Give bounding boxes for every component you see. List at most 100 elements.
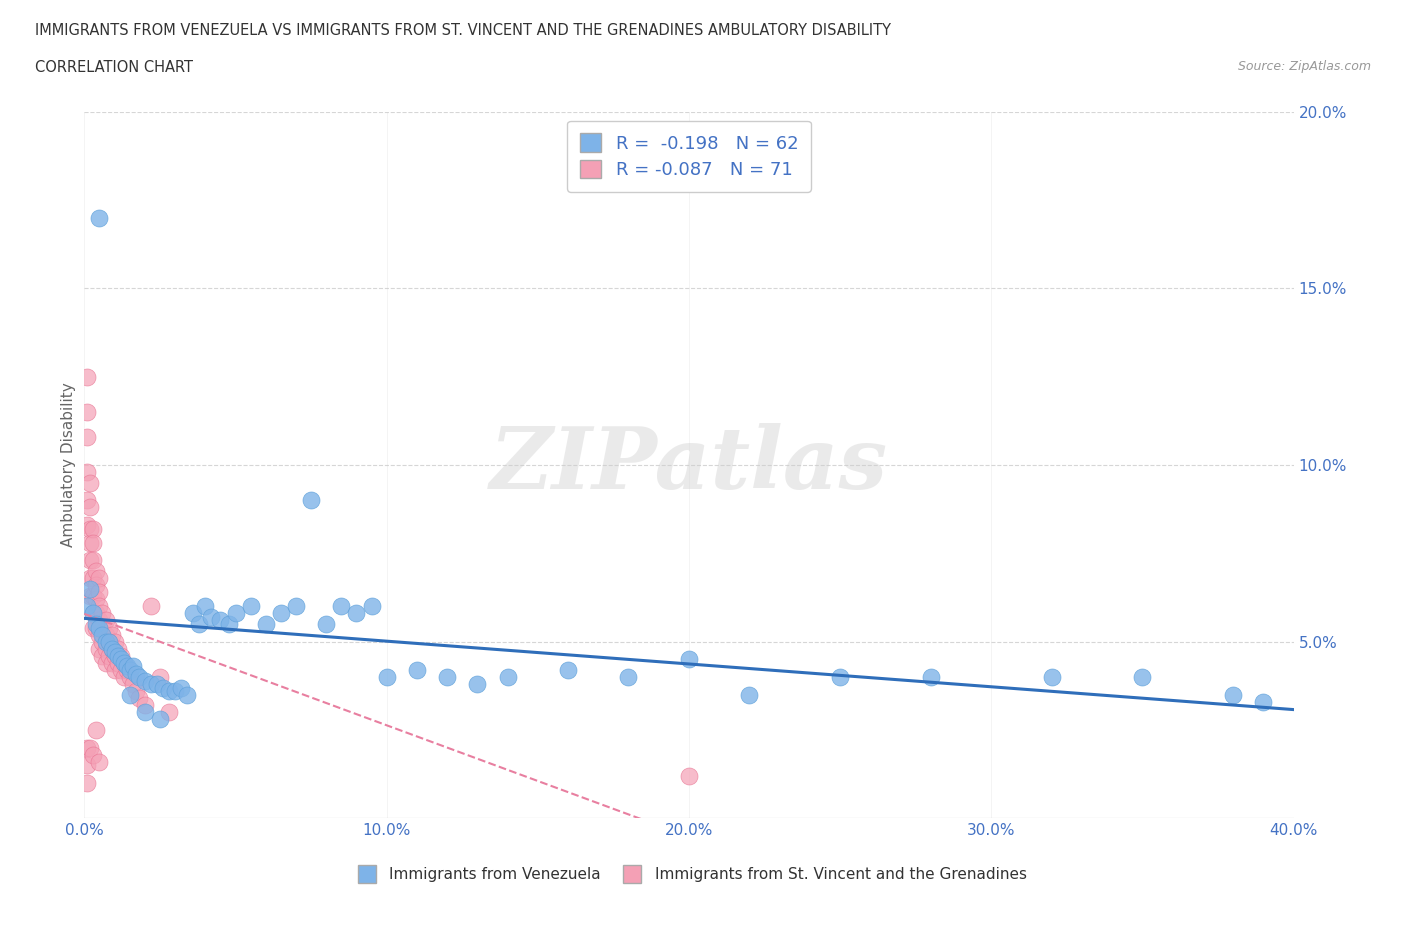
Point [121,677,143,692]
Point [115,659,138,674]
Point [76,776,98,790]
Point [79,581,101,596]
Point [79,500,101,515]
Point [89,585,111,600]
Point [557,662,579,677]
Point [76,740,98,755]
Point [82,748,104,763]
Point [110,662,132,677]
Point [239,599,262,614]
Point [125,666,148,681]
Point [97,648,120,663]
Point [467,677,489,692]
Point [86,564,108,578]
Legend: Immigrants from Venezuela, Immigrants from St. Vincent and the Grenadines: Immigrants from Venezuela, Immigrants fr… [346,861,1032,888]
Point [107,648,129,663]
Point [118,662,141,677]
Point [1251,695,1274,710]
Point [1040,670,1063,684]
Point [76,758,98,773]
Point [738,687,761,702]
Point [76,405,98,419]
Point [176,687,198,702]
Point [79,740,101,755]
Point [82,589,104,604]
Point [104,648,127,663]
Point [134,673,156,688]
Point [139,677,162,692]
Point [209,613,232,628]
Point [89,642,111,657]
Point [315,617,337,631]
Point [82,620,104,635]
Point [100,642,122,657]
Point [360,599,382,614]
Point [200,609,222,624]
Point [91,634,114,649]
Point [107,642,129,657]
Point [82,606,104,621]
Point [104,634,127,649]
Point [86,620,108,635]
Point [104,662,127,677]
Point [149,712,172,727]
Point [89,571,111,586]
Point [270,606,292,621]
Point [112,656,135,671]
Point [79,571,101,586]
Point [112,656,135,671]
Point [181,606,204,621]
Point [118,687,141,702]
Point [1130,670,1153,684]
Point [375,670,398,684]
Point [134,698,156,712]
Text: Source: ZipAtlas.com: Source: ZipAtlas.com [1237,60,1371,73]
Point [128,691,150,706]
Point [125,684,148,698]
Point [82,606,104,621]
Point [82,571,104,586]
Point [86,578,108,592]
Point [330,599,353,614]
Point [139,599,162,614]
Point [89,599,111,614]
Point [254,617,277,631]
Point [218,617,240,631]
Point [617,670,640,684]
Point [110,652,132,667]
Point [678,768,700,783]
Point [97,620,120,635]
Point [89,620,111,635]
Point [76,465,98,480]
Point [82,536,104,551]
Text: IMMIGRANTS FROM VENEZUELA VS IMMIGRANTS FROM ST. VINCENT AND THE GRENADINES AMBU: IMMIGRANTS FROM VENEZUELA VS IMMIGRANTS … [35,23,891,38]
Point [94,613,117,628]
Point [91,620,114,635]
Point [94,656,117,671]
Point [97,634,120,649]
Point [496,670,519,684]
Point [121,659,143,674]
Point [146,677,169,692]
Point [86,723,108,737]
Point [149,670,172,684]
Point [115,662,138,677]
Point [86,591,108,606]
Point [82,521,104,536]
Point [188,617,211,631]
Point [79,553,101,568]
Point [678,652,700,667]
Point [284,599,308,614]
Point [79,521,101,536]
Point [194,599,217,614]
Point [86,606,108,621]
Point [100,642,122,657]
Point [107,656,129,671]
Text: CORRELATION CHART: CORRELATION CHART [35,60,193,75]
Point [112,670,135,684]
Point [157,705,180,720]
Point [91,606,114,621]
Point [76,430,98,445]
Point [97,634,120,649]
Point [436,670,458,684]
